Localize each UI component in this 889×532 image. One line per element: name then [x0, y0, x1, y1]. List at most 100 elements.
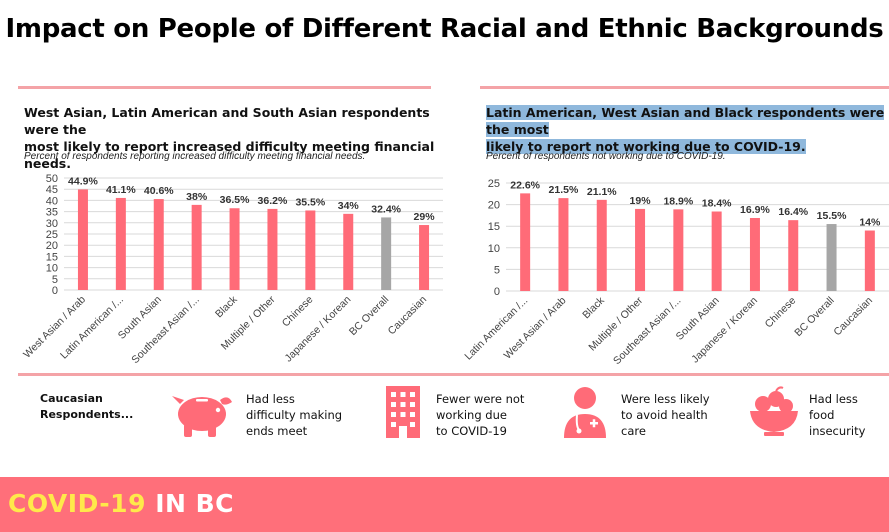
- bar: [749, 217, 760, 291]
- footer-banner: COVID-19 IN BC: [0, 477, 889, 532]
- footer-brand: COVID-19 IN BC: [8, 489, 234, 518]
- office-building-icon: [386, 386, 420, 443]
- y-tick-label: 10: [488, 243, 500, 255]
- bar: [864, 230, 875, 291]
- y-tick-label: 0: [52, 285, 58, 297]
- bar: [77, 189, 88, 290]
- x-tick-label: Southeast Asian /...: [611, 295, 683, 367]
- fact-food: Had less food insecurity: [809, 392, 866, 438]
- y-tick-label: 10: [46, 263, 58, 275]
- y-tick-label: 5: [52, 274, 58, 286]
- bar-value-label: 21.1%: [587, 186, 617, 198]
- caucasian-respondents-label: Caucasian Respondents...: [40, 392, 134, 421]
- y-tick-label: 20: [46, 240, 58, 252]
- bar-value-label: 19%: [630, 195, 652, 207]
- y-tick-label: 50: [46, 173, 58, 185]
- left-heading-line1: West Asian, Latin American and South Asi…: [24, 105, 430, 137]
- x-tick-label: West Asian / Arab: [21, 294, 88, 361]
- bar: [191, 204, 202, 290]
- bar: [381, 217, 392, 290]
- bar: [343, 213, 354, 290]
- bar-value-label: 22.6%: [510, 179, 540, 191]
- x-tick-label: Caucasian: [386, 294, 430, 338]
- bar: [826, 224, 837, 291]
- x-tick-label: Black: [580, 294, 607, 321]
- x-tick-label: Chinese: [280, 294, 316, 330]
- y-tick-label: 35: [46, 207, 58, 219]
- bar-value-label: 14%: [859, 217, 881, 229]
- x-tick-label: Southeast Asian /...: [129, 294, 201, 366]
- bar-value-label: 36.5%: [220, 194, 250, 206]
- y-tick-label: 40: [46, 195, 58, 207]
- x-tick-label: Caucasian: [831, 295, 875, 339]
- financial-difficulty-chart: 0 5 10 15 20 25 30 35 40 45 50 44.9% West Asian / Ar…: [0, 165, 445, 375]
- left-heading-line2: most likely to report increased difficul…: [24, 139, 435, 171]
- fact-working: Fewer were not working due to COVID-19: [436, 392, 525, 438]
- bar: [711, 211, 722, 291]
- y-tick-label: 20: [488, 200, 500, 212]
- right-panel-heading: Latin American, West Asian and Black res…: [486, 104, 886, 155]
- footer-covid: COVID-19: [8, 489, 146, 518]
- bar-value-label: 16.9%: [740, 204, 770, 216]
- fact-healthcare: Were less likely to avoid health care: [621, 392, 710, 438]
- x-tick-label: Black: [213, 293, 240, 320]
- bar: [153, 199, 164, 290]
- bar-value-label: 36.2%: [258, 195, 288, 207]
- bar-value-label: 44.9%: [68, 175, 98, 187]
- not-working-chart: 0 5 10 15 20 25 22.6% Latin American /... 21.5% W…: [460, 165, 889, 375]
- y-tick-label: 25: [488, 178, 500, 190]
- piggy-bank-icon: [170, 388, 236, 445]
- divider-right: [480, 86, 889, 89]
- bar-value-label: 34%: [338, 200, 360, 212]
- y-tick-label: 45: [46, 184, 58, 196]
- page-title: Impact on People of Different Racial and…: [5, 14, 884, 44]
- y-tick-label: 25: [46, 229, 58, 241]
- bar: [115, 197, 126, 290]
- divider-left: [18, 86, 431, 89]
- bar: [635, 208, 646, 291]
- doctor-icon: [562, 386, 608, 443]
- bar-value-label: 38%: [186, 191, 208, 203]
- bar: [558, 198, 569, 291]
- fruit-bowl-icon: [748, 386, 800, 443]
- bar-value-label: 35.5%: [295, 196, 325, 208]
- x-tick-label: BC Overall: [792, 295, 836, 339]
- fact-financial: Had less difficulty making ends meet: [246, 392, 343, 438]
- right-heading-line2: likely to report not working due to COVI…: [486, 139, 806, 154]
- footer-in-bc: IN BC: [155, 489, 235, 518]
- left-chart-subtitle: Percent of respondents reporting increas…: [24, 151, 366, 162]
- bar: [520, 193, 531, 291]
- x-tick-label: Chinese: [763, 295, 799, 331]
- bar: [596, 199, 607, 291]
- bar: [673, 209, 684, 291]
- bar: [788, 220, 799, 291]
- y-tick-label: 0: [494, 286, 500, 298]
- bar-value-label: 18.4%: [702, 198, 732, 210]
- y-tick-label: 15: [46, 251, 58, 263]
- bar-value-label: 15.5%: [817, 210, 847, 222]
- x-tick-label: Japanese / Korean: [283, 294, 354, 365]
- bar-value-label: 18.9%: [663, 195, 693, 207]
- right-chart-subtitle: Percent of respondents not working due t…: [486, 151, 726, 162]
- right-heading-line1: Latin American, West Asian and Black res…: [486, 105, 885, 137]
- bar: [229, 208, 240, 290]
- y-tick-label: 30: [46, 218, 58, 230]
- bar-value-label: 41.1%: [106, 184, 136, 196]
- y-tick-label: 15: [488, 221, 500, 233]
- bar: [305, 210, 316, 290]
- x-tick-label: Latin American /...: [462, 295, 530, 363]
- left-panel-heading: West Asian, Latin American and South Asi…: [24, 104, 464, 172]
- x-tick-label: Japanese / Korean: [689, 295, 760, 366]
- bar-value-label: 21.5%: [549, 184, 579, 196]
- bar: [419, 225, 430, 290]
- bar-value-label: 40.6%: [144, 185, 174, 197]
- bar: [267, 208, 278, 290]
- divider-bottom: [18, 373, 889, 376]
- y-tick-label: 5: [494, 264, 500, 276]
- bar-value-label: 29%: [414, 211, 436, 223]
- x-tick-label: BC Overall: [347, 294, 391, 338]
- bar-value-label: 32.4%: [371, 203, 401, 215]
- bar-value-label: 16.4%: [778, 206, 808, 218]
